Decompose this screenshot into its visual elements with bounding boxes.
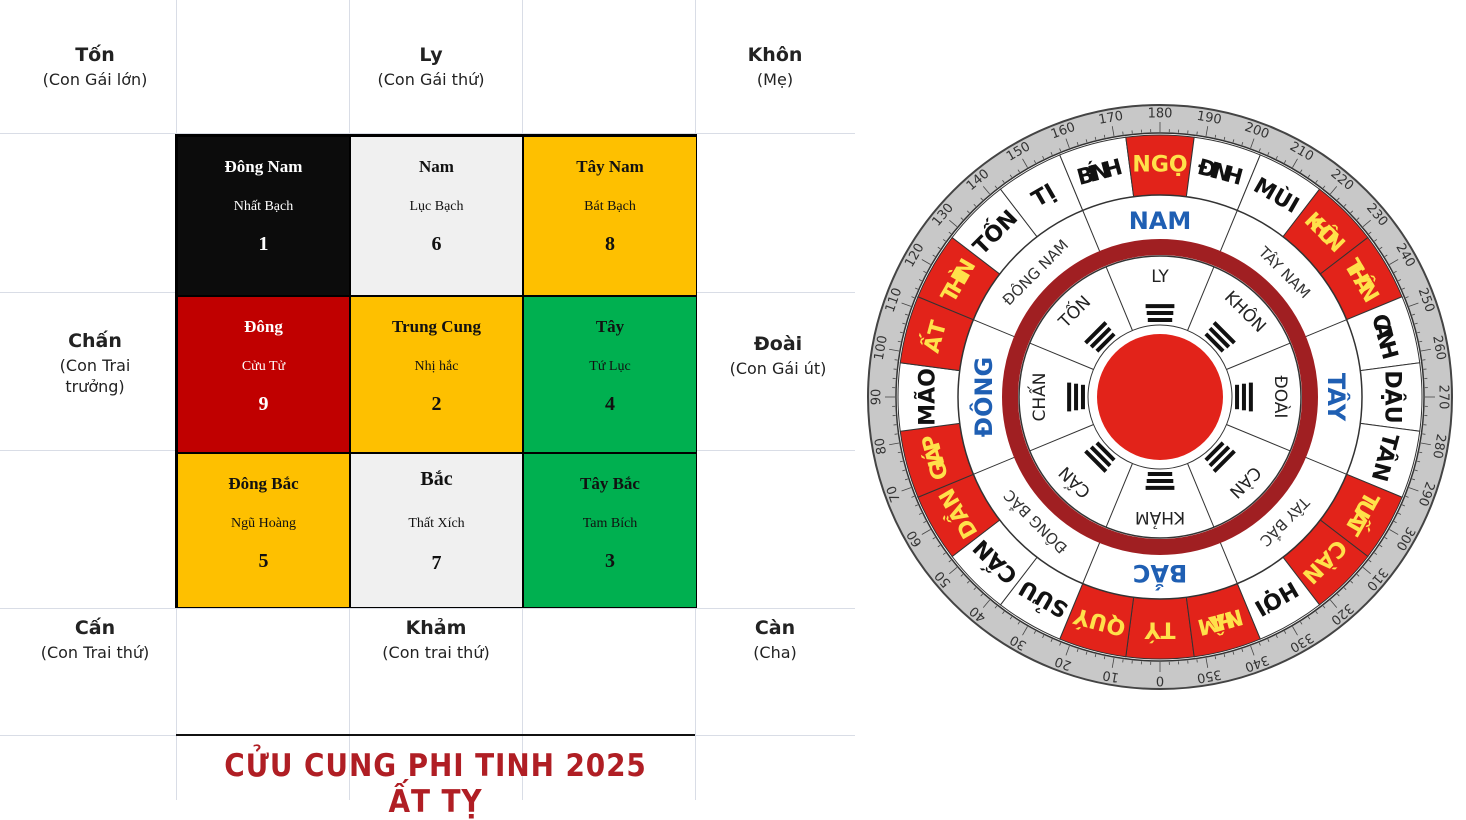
palace-star: Cửu Tử — [178, 359, 349, 375]
trigram-kham: Khảm (Con trai thứ) — [366, 617, 506, 663]
mountain-label: NGỌ — [1132, 153, 1187, 178]
palace-star: Nhất Bạch — [178, 199, 349, 215]
palace-number: 7 — [351, 552, 522, 575]
trigram-name: Khôn — [705, 44, 845, 66]
palace-direction: Đông Bắc — [178, 474, 349, 494]
trigram-name: Chấn — [25, 330, 165, 352]
degree-label: 0 — [1156, 673, 1164, 688]
trigram-role: (Mẹ) — [705, 69, 845, 90]
center-disc — [1097, 334, 1223, 460]
trigram-name: Ly — [361, 44, 501, 66]
degree-label: 90 — [870, 389, 885, 406]
palace-number: 9 — [178, 393, 349, 416]
palace-direction: Đông Nam — [178, 157, 349, 177]
inner-trigram-n: KHẢM — [1135, 507, 1185, 530]
palace-number: 6 — [351, 233, 522, 256]
inner-trigram-s: LY — [1151, 267, 1169, 287]
palace-star: Nhị hắc — [351, 359, 522, 375]
palace-number: 4 — [524, 393, 696, 416]
palace-star: Thất Xích — [351, 516, 522, 532]
inner-trigram-w: ĐOÀI — [1270, 376, 1292, 419]
palace-direction: Tây Nam — [524, 157, 696, 177]
palace-northwest: Tây Bắc Tam Bích 3 — [523, 453, 697, 608]
degree-label: 10 — [1101, 667, 1120, 685]
palace-direction: Bắc — [351, 468, 522, 491]
palace-north: Bắc Thất Xích 7 — [350, 453, 523, 608]
palace-star: Tứ Lục — [524, 359, 696, 375]
trigram-role: (Con Gái thứ) — [361, 69, 501, 90]
title-rule — [176, 734, 695, 736]
palace-center: Trung Cung Nhị hắc 2 — [350, 296, 523, 453]
trigram-role: (Con Gái út) — [708, 358, 848, 379]
trigram-role: (Con Trai trưởng) — [40, 355, 150, 397]
mountain-label: TÝ — [1143, 617, 1175, 643]
trigram-khon: Khôn (Mẹ) — [705, 44, 845, 90]
palace-star: Tam Bích — [524, 516, 696, 532]
palace-direction: Tây Bắc — [524, 474, 696, 494]
palace-direction: Đông — [178, 317, 349, 337]
palace-south: Nam Lục Bạch 6 — [350, 136, 523, 296]
direction-north: BẮC — [1133, 559, 1187, 592]
trigram-role: (Cha) — [705, 642, 845, 663]
palace-southwest: Tây Nam Bát Bạch 8 — [523, 136, 697, 296]
trigram-can-nw: Càn (Cha) — [705, 617, 845, 663]
direction-east: ĐÔNG — [968, 357, 998, 437]
degree-label: 270 — [1436, 385, 1451, 410]
trigram-role: (Con Gái lớn) — [25, 69, 165, 90]
palace-direction: Tây — [524, 317, 696, 337]
palace-west: Tây Tứ Lục 4 — [523, 296, 697, 453]
trigram-name: Đoài — [708, 333, 848, 355]
palace-southeast: Đông Nam Nhất Bạch 1 — [177, 136, 350, 296]
palace-direction: Trung Cung — [351, 317, 522, 337]
trigram-role: (Con trai thứ) — [366, 642, 506, 663]
palace-number: 8 — [524, 233, 696, 256]
trigram-doai: Đoài (Con Gái út) — [708, 333, 848, 379]
inner-trigram-e: CHẤN — [1026, 373, 1050, 422]
palace-star: Bát Bạch — [524, 199, 696, 215]
palace-direction: Nam — [351, 157, 522, 177]
trigram-ly: Ly (Con Gái thứ) — [361, 44, 501, 90]
palace-northeast: Đông Bắc Ngũ Hoàng 5 — [177, 453, 350, 608]
palace-number: 5 — [178, 550, 349, 573]
direction-south: NAM — [1129, 207, 1192, 235]
mountain-label: MÃO — [915, 368, 941, 426]
palace-star: Ngũ Hoàng — [178, 516, 349, 532]
nine-palace-grid: Đông Nam Nhất Bạch 1 Nam Lục Bạch 6 Tây … — [175, 134, 697, 608]
trigram-can-ne: Cấn (Con Trai thứ) — [25, 617, 165, 663]
trigram-name: Khảm — [366, 617, 506, 639]
mountain-label: DẬU — [1380, 370, 1407, 423]
palace-number: 2 — [351, 393, 522, 416]
feng-shui-compass: 0102030405060708090100110120130140150160… — [860, 97, 1460, 697]
trigram-name: Cấn — [25, 617, 165, 639]
degree-label: 80 — [872, 437, 890, 456]
trigram-name: Tốn — [25, 44, 165, 66]
palace-star: Lục Bạch — [351, 199, 522, 215]
trigram-chan: Chấn (Con Trai trưởng) — [25, 330, 165, 397]
trigram-role: (Con Trai thứ) — [25, 642, 165, 663]
palace-number: 1 — [178, 233, 349, 256]
degree-label: 180 — [1148, 107, 1173, 122]
page-title: CỬU CUNG PHI TINH 2025 ẤT TỴ — [202, 748, 669, 820]
palace-east: Đông Cửu Tử 9 — [177, 296, 350, 453]
trigram-ton: Tốn (Con Gái lớn) — [25, 44, 165, 90]
trigram-name: Càn — [705, 617, 845, 639]
grid-line-h4 — [0, 608, 855, 609]
palace-number: 3 — [524, 550, 696, 573]
direction-west: TÂY — [1322, 373, 1351, 422]
